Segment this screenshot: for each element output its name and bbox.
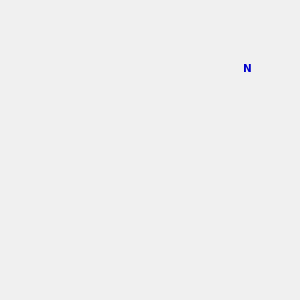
Text: N: N xyxy=(243,64,252,74)
